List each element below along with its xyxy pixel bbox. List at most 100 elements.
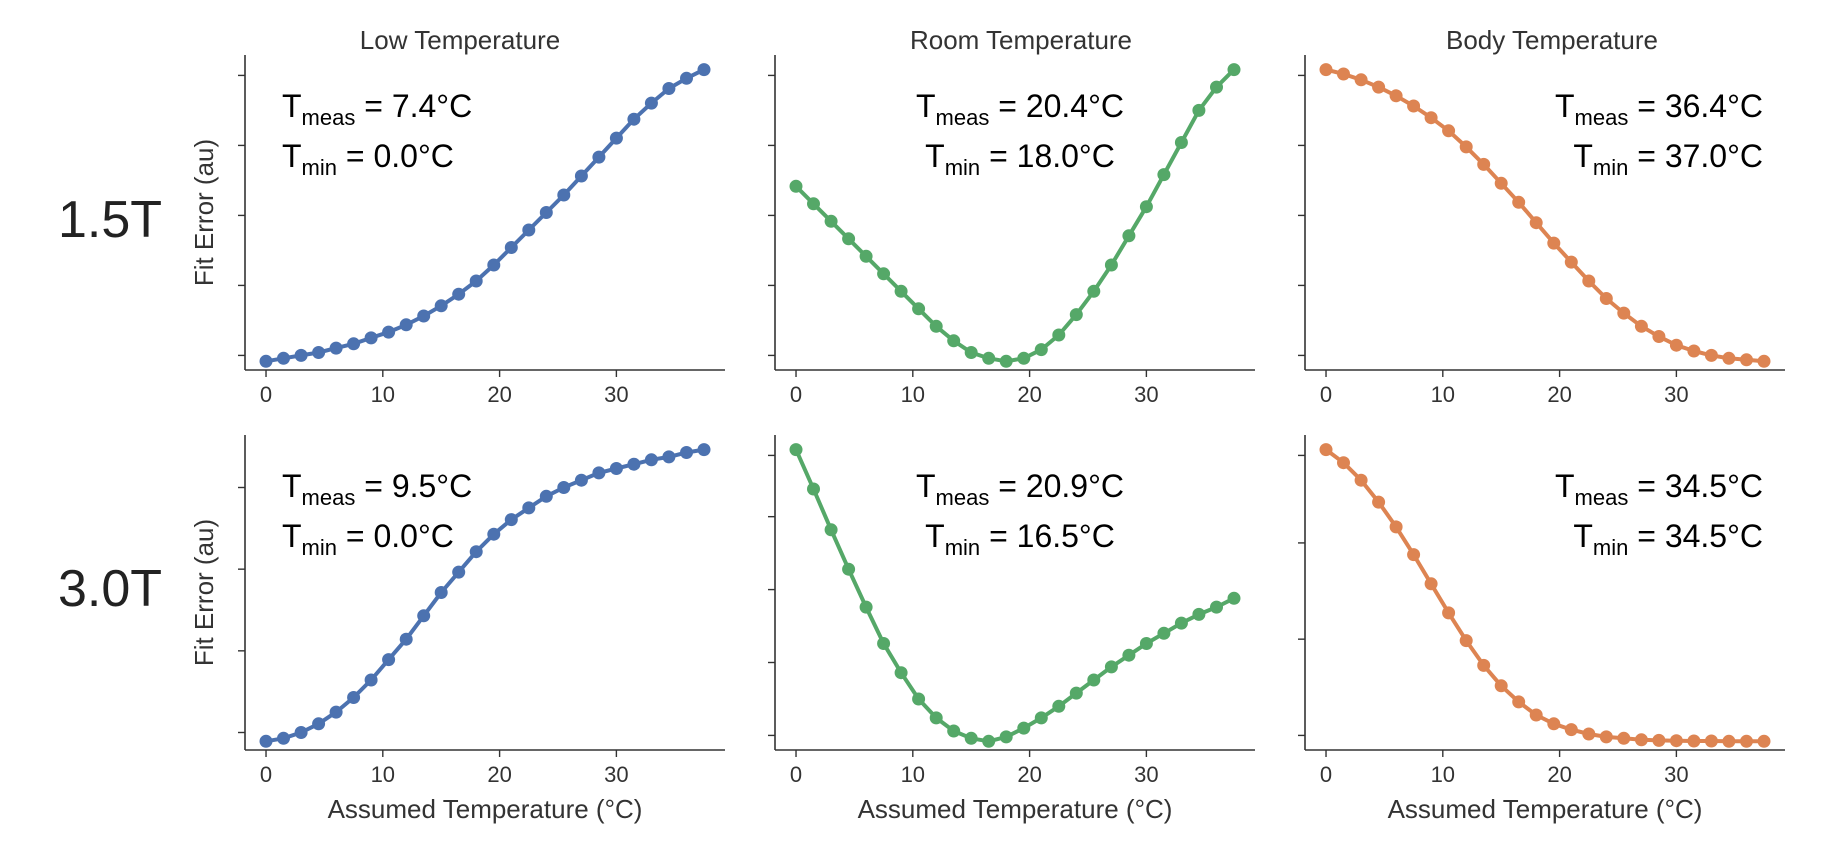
data-point: [644, 96, 658, 110]
data-point: [294, 726, 308, 739]
column-title-low: Low Temperature: [360, 25, 560, 55]
x-tick-label: 30: [1664, 762, 1688, 787]
data-point: [982, 351, 996, 365]
data-point: [964, 346, 978, 359]
data-point: [1210, 600, 1223, 614]
data-point: [1722, 351, 1736, 365]
data-point: [574, 473, 588, 487]
data-point: [1529, 708, 1543, 722]
data-point: [824, 214, 838, 228]
data-point: [1652, 733, 1666, 747]
data-point: [277, 731, 290, 745]
data-point: [557, 481, 571, 494]
data-point: [894, 666, 908, 680]
data-point: [399, 318, 413, 332]
x-tick-label: 10: [901, 382, 925, 407]
x-tick-label: 0: [260, 382, 272, 407]
data-point: [277, 351, 290, 365]
data-point: [1104, 660, 1118, 674]
data-point: [1139, 637, 1153, 650]
data-point: [1192, 103, 1206, 117]
x-tick-label: 20: [1547, 762, 1571, 787]
x-tick-label: 30: [604, 382, 628, 407]
data-point: [1034, 343, 1048, 357]
panel-0: 0 10 20 30 Fit Error (au) Tmeas = 7.4°C Tmin =…: [189, 55, 725, 407]
x-tick-label: 0: [1320, 382, 1332, 407]
data-point: [1529, 216, 1543, 230]
data-point: [1069, 686, 1083, 700]
data-point: [1139, 200, 1153, 214]
data-point: [469, 274, 483, 288]
data-point: [1337, 67, 1350, 81]
data-point: [929, 319, 943, 333]
data-point: [1669, 734, 1683, 748]
data-point: [382, 653, 396, 667]
data-point: [329, 341, 343, 355]
data-point: [947, 724, 961, 738]
data-point: [1669, 338, 1683, 352]
data-point: [1599, 292, 1613, 305]
data-point: [364, 673, 378, 687]
y-axis-label: Fit Error (au): [189, 519, 219, 666]
data-point: [487, 258, 501, 272]
data-point: [1582, 727, 1596, 741]
data-point: [1757, 354, 1771, 368]
data-point: [382, 325, 396, 339]
data-point: [452, 287, 466, 301]
data-point: [557, 188, 571, 202]
data-point: [824, 523, 838, 537]
data-point: [1477, 157, 1491, 171]
data-point: [1722, 734, 1736, 748]
data-point: [574, 169, 588, 183]
data-point: [1704, 734, 1718, 748]
data-point: [999, 354, 1013, 368]
column-title-room: Room Temperature: [910, 25, 1132, 55]
data-point: [1547, 236, 1561, 250]
x-tick-label: 20: [1017, 382, 1041, 407]
row-label-1-5t: 1.5T: [58, 191, 162, 249]
data-point: [842, 232, 856, 246]
data-point: [522, 501, 536, 515]
data-point: [1157, 168, 1171, 182]
data-point: [1389, 520, 1403, 534]
annotation-t-meas: Tmeas = 34.5°C: [1555, 468, 1763, 510]
data-point: [504, 241, 518, 254]
annotation-t-meas: Tmeas = 9.5°C: [282, 468, 472, 510]
annotation-t-min: Tmin = 16.5°C: [925, 518, 1115, 560]
data-point: [1687, 344, 1701, 358]
data-point: [347, 337, 361, 351]
data-point: [982, 734, 996, 748]
data-point: [1494, 679, 1508, 693]
data-point: [1599, 730, 1613, 744]
annotation-t-meas: Tmeas = 20.9°C: [916, 468, 1124, 510]
data-point: [1104, 258, 1118, 272]
data-point: [1354, 473, 1368, 487]
data-point: [1017, 721, 1031, 735]
data-point: [1174, 136, 1188, 149]
data-point: [1634, 733, 1648, 747]
data-point: [417, 609, 431, 623]
data-point: [364, 331, 378, 345]
data-point: [807, 197, 820, 211]
data-point: [697, 443, 711, 457]
x-tick-label: 20: [487, 382, 511, 407]
data-point: [1227, 591, 1241, 605]
data-point: [347, 691, 361, 704]
data-point: [1740, 734, 1753, 748]
y-axis-label: Fit Error (au): [189, 139, 219, 286]
panel-4: 0 10 20 30 Assumed Temperature (°C) Tmeas = 2…: [768, 435, 1255, 824]
data-point: [662, 450, 676, 464]
x-tick-label: 30: [1664, 382, 1688, 407]
annotation-t-meas: Tmeas = 7.4°C: [282, 88, 472, 130]
data-point: [1494, 176, 1508, 190]
data-point: [947, 334, 961, 348]
data-point: [1407, 99, 1421, 113]
x-tick-label: 20: [487, 762, 511, 787]
data-point: [1052, 328, 1066, 342]
data-point: [1319, 63, 1333, 77]
data-point: [469, 545, 483, 559]
data-point: [1210, 80, 1223, 94]
data-point: [1424, 111, 1438, 125]
data-point: [1017, 351, 1031, 365]
data-point: [1407, 548, 1421, 562]
